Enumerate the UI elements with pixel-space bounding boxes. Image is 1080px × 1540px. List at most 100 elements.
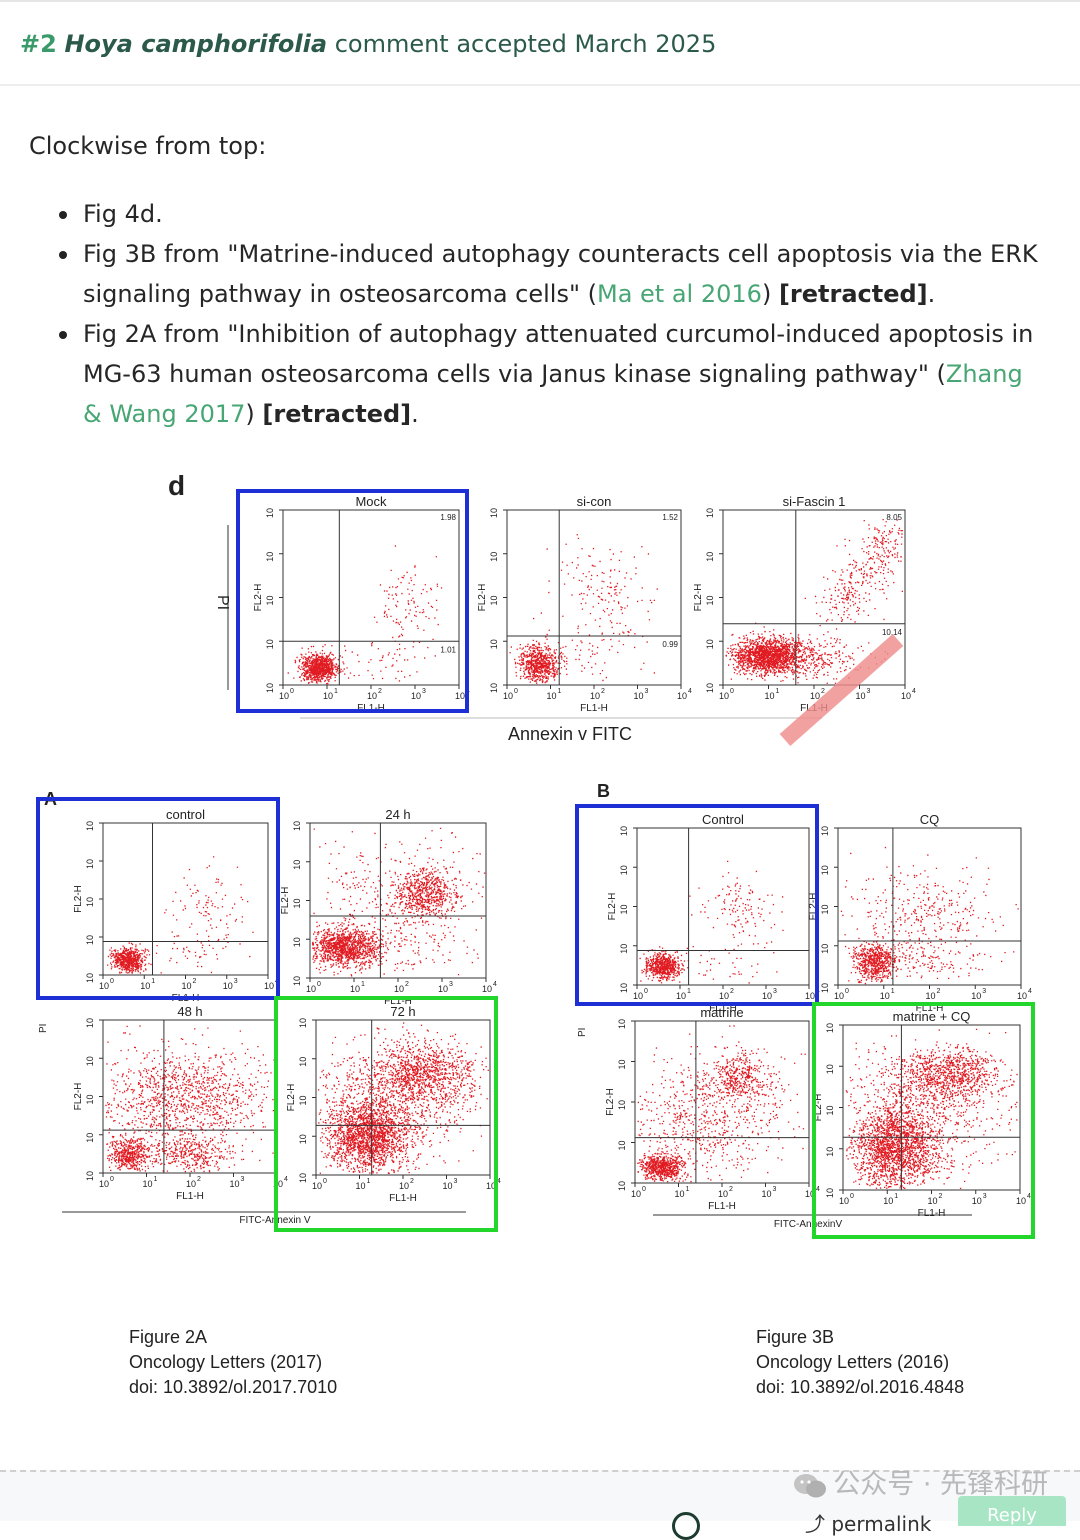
retracted-tag: [retracted]	[778, 280, 928, 308]
figure-a-control-xtick-label: 10	[182, 981, 192, 991]
figure-d-sifascin-xtick-exp: 1	[776, 688, 780, 695]
figure-b-cq-ytick-label: 10	[820, 865, 830, 875]
figure-d-letter: d	[168, 470, 185, 501]
figure-b-blue-highlight	[575, 804, 819, 1006]
figure-b-matrine-cq-ytick-label: 10	[825, 1147, 835, 1157]
citation-link-ma[interactable]: Ma et al 2016	[597, 280, 762, 308]
reply-button[interactable]: Reply	[958, 1496, 1066, 1526]
figure-a-72h-xtick-label: 10	[486, 1181, 496, 1191]
comparison-figure: d 10 0 10 10 1 10 10 2 10 10 3 10 10 4 10 Mock FL1-H FL2-H…	[0, 455, 1080, 1420]
figure-a-24h-ychannel: FL2-H	[280, 887, 291, 915]
figure-b-control-ytick-label: 10	[619, 865, 629, 875]
permalink-link[interactable]: ⤴ permalink	[805, 1508, 931, 1537]
figure-d-sifascin-xtick-label: 10	[719, 691, 729, 701]
figure-d-mock-xtick-exp: 2	[378, 688, 382, 695]
figure-d-sicon-xtick-exp: 0	[514, 688, 518, 695]
figure-a-48h-xtick-exp: 3	[241, 1176, 245, 1183]
figure-b-control-title: Control	[702, 812, 744, 827]
figure-a-48h-xtick-exp: 1	[154, 1176, 158, 1183]
figure-b-matrine-cq-ytick-label: 10	[825, 1105, 835, 1115]
figure-d-sicon-points	[509, 534, 658, 684]
caption-journal: Oncology Letters (2017)	[129, 1352, 323, 1372]
figure-a-24h-ytick-label: 10	[292, 821, 302, 831]
caption-doi: doi: 10.3892/ol.2016.4848	[756, 1377, 965, 1397]
figure-d-sicon-ytick-label: 10	[489, 508, 499, 518]
figure-b-ylabel: PI	[577, 1028, 588, 1037]
figure-d-sicon-xtick-exp: 3	[645, 688, 649, 695]
figure-a-control-ychannel: FL2-H	[73, 885, 84, 913]
citation-link-zhang[interactable]: Zhang & Wang 2017	[83, 360, 1023, 428]
figure-a-48h-xchannel: FL1-H	[176, 1191, 204, 1202]
figure-b-cq-xtick-label: 10	[834, 991, 844, 1001]
figure-d-mock-q4-value: 1.01	[440, 645, 456, 654]
figure-d-mock-points	[287, 545, 443, 685]
highlight-boxes	[36, 489, 1035, 1239]
list-item-text: )	[761, 280, 779, 308]
figure-b-cq-points	[840, 846, 1019, 985]
list-item-text: Fig 4d.	[83, 200, 163, 228]
figure-a-48h-ychannel: FL2-H	[73, 1083, 84, 1111]
figure-list: Fig 4d. Fig 3B from "Matrine-induced aut…	[29, 194, 1049, 434]
figure-a-24h-xtick-label: 10	[350, 984, 360, 994]
figure-b-cq-ytick-label: 10	[820, 983, 830, 993]
figure-d-mock-ytick-label: 10	[265, 508, 275, 518]
figure-a-24h-xtick-label: 10	[482, 984, 492, 994]
figure-a-control-xtick-label: 10	[223, 981, 233, 991]
figure-b-control-xtick-label: 10	[762, 991, 772, 1001]
figure-b-matrine-points	[637, 1025, 806, 1183]
figure-a-72h-ytick-label: 10	[298, 1095, 308, 1105]
figure-a-48h-ytick-label: 10	[85, 1018, 95, 1028]
figure-d-mock-xtick-label: 10	[323, 691, 333, 701]
figure-b-matrine-cq-xtick-exp: 3	[983, 1193, 987, 1200]
figure-a-48h-ytick-label: 10	[85, 1056, 95, 1066]
figure-a-72h-xtick-label: 10	[356, 1181, 366, 1191]
user-icon[interactable]	[672, 1512, 700, 1540]
figure-b-cq-ytick-label: 10	[820, 826, 830, 836]
figure-b-cq-xtick-exp: 0	[845, 988, 849, 995]
figure-d-mock-xtick-label: 10	[367, 691, 377, 701]
figure-a-48h-xtick-label: 10	[230, 1179, 240, 1189]
link-icon: ⤴	[805, 1512, 832, 1536]
figure-d-sifascin-xtick-exp: 4	[912, 688, 916, 695]
figure-d-mock-frame	[282, 509, 460, 686]
caption-doi: doi: 10.3892/ol.2017.7010	[129, 1377, 338, 1397]
figure-a-72h-ytick-label: 10	[298, 1018, 308, 1028]
figure-a-24h-xtick-exp: 4	[493, 981, 497, 988]
figure-b-cq-dots	[840, 846, 1019, 985]
comment-number[interactable]: #2	[20, 30, 57, 58]
figure-a-72h-xtick-exp: 2	[410, 1178, 414, 1185]
figure-b-matrine-frame	[634, 1020, 810, 1184]
figure-a-control-dots	[107, 856, 254, 974]
figure-d-sicon-ytick-label: 10	[489, 552, 499, 562]
caption-journal: Oncology Letters (2016)	[756, 1352, 950, 1372]
figure-d-xlabel: Annexin v FITC	[508, 724, 632, 744]
figure-a-48h-dots	[105, 1025, 277, 1173]
figure-a-24h-xtick-label: 10	[306, 984, 316, 994]
figure-b-cq-ychannel: FL2-H	[808, 893, 819, 921]
figure-a-48h-xtick-label: 10	[273, 1179, 283, 1189]
comment-footer: 公众号 · 先锋科研 ⤴ permalink Reply	[0, 1469, 1080, 1540]
figure-d-mock-ytick-label: 10	[265, 639, 275, 649]
list-item: Fig 4d.	[29, 194, 1049, 234]
figure-d-mock-ytick-label: 10	[265, 552, 275, 562]
figure-b-matrine-ytick-label: 10	[617, 1181, 627, 1191]
figure-a-control-ytick-label: 10	[85, 935, 95, 945]
figure-d-sifascin-ytick-label: 10	[705, 508, 715, 518]
figure-d-mock-xtick-exp: 3	[422, 688, 426, 695]
list-item-text: Fig 3B from "Matrine-induced autophagy c…	[83, 240, 1038, 308]
figure-b-matrine-xtick-exp: 3	[773, 1186, 777, 1193]
figure-b-matrine-xtick-label: 10	[718, 1189, 728, 1199]
figure-d-mock-xtick-label: 10	[455, 691, 465, 701]
figure-b-letter: B	[597, 781, 610, 801]
permalink-label: permalink	[831, 1512, 932, 1536]
figure-b-matrine-title: matrine	[700, 1005, 743, 1020]
figure-a-24h-xtick-exp: 2	[405, 981, 409, 988]
figure-a-24h-ytick-label: 10	[292, 860, 302, 870]
figure-d-sicon-ytick-label: 10	[489, 639, 499, 649]
figure-b-control-xtick-label: 10	[633, 991, 643, 1001]
figure-a-48h-xtick-label: 10	[143, 1179, 153, 1189]
figure-d-sicon-frame	[506, 509, 682, 686]
watermark-text: 公众号 · 先锋科研	[833, 1469, 1048, 1500]
figure-a-24h-ytick-label: 10	[292, 937, 302, 947]
figure-b-control-xchannel: FL1-H	[709, 1003, 737, 1014]
